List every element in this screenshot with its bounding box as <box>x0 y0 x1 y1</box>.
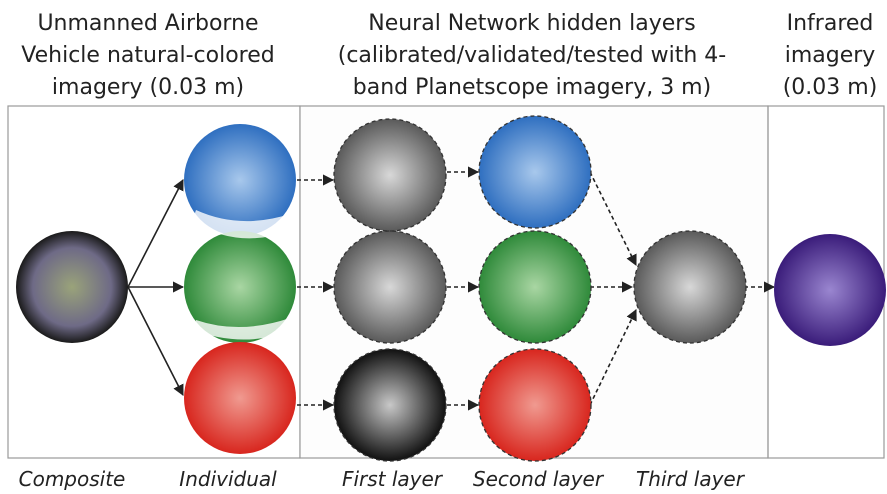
header-line: imagery (0.03 m) <box>52 75 244 100</box>
captions: Composite Individual First layer Second … <box>19 467 746 491</box>
header-3: Infrared imagery (0.03 m) <box>783 11 878 100</box>
header-1: Unmanned Airborne Vehicle natural-colore… <box>21 11 274 100</box>
header-2: Neural Network hidden layers (calibrated… <box>338 11 726 100</box>
caption: First layer <box>342 467 444 491</box>
diagram: Unmanned Airborne Vehicle natural-colore… <box>0 0 887 494</box>
header-line: Infrared <box>787 11 874 36</box>
caption: Composite <box>19 467 126 491</box>
header-line: Unmanned Airborne <box>37 11 258 36</box>
header-line: Vehicle natural-colored <box>21 43 274 68</box>
caption: Third layer <box>636 467 746 491</box>
caption: Second layer <box>473 467 605 491</box>
caption: Individual <box>179 467 277 491</box>
header-line: band Planetscope imagery, 3 m) <box>353 75 711 100</box>
header-line: imagery <box>785 43 876 68</box>
header-line: Neural Network hidden layers <box>368 11 696 36</box>
header-line: (0.03 m) <box>783 75 878 100</box>
header-line: (calibrated/validated/tested with 4- <box>338 43 726 68</box>
